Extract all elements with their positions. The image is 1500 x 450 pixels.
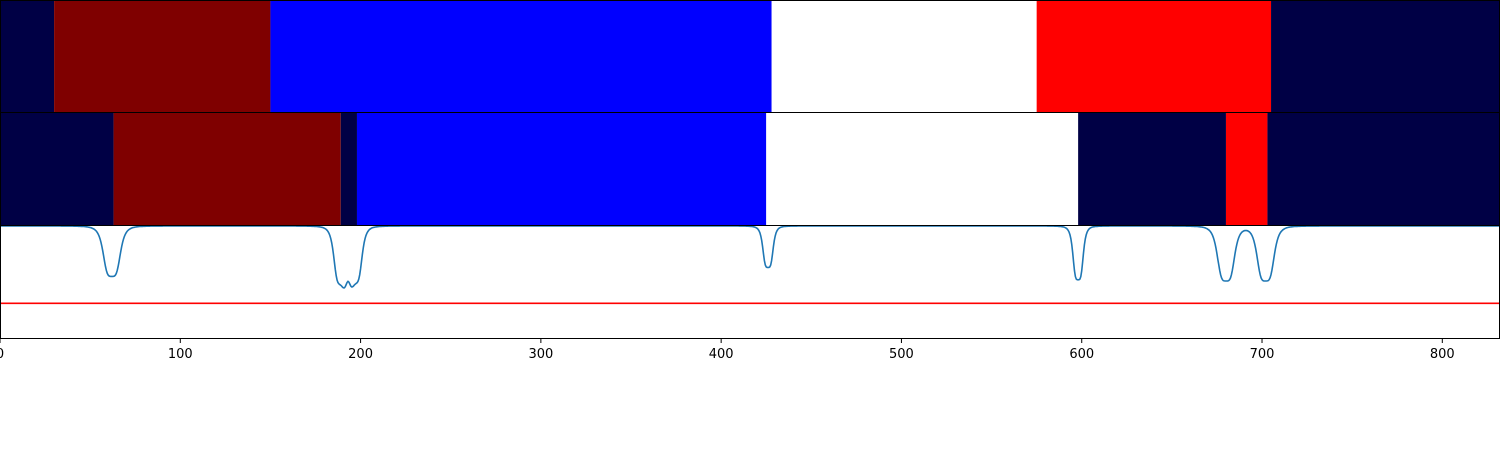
top-bar-segment-5	[1271, 0, 1500, 112]
top-bar-segment-1	[54, 0, 271, 112]
x-tick-label-300: 300	[528, 347, 553, 362]
x-tick-label-100: 100	[168, 347, 193, 362]
x-tick-label-800: 800	[1430, 347, 1455, 362]
top-bar-segment-0	[0, 0, 55, 112]
middle-bar-segment-6	[1225, 112, 1268, 225]
x-tick-label-200: 200	[348, 347, 373, 362]
segment-bar-top	[0, 0, 1500, 112]
top-bar-segment-4	[1036, 0, 1272, 112]
middle-bar-segment-3	[356, 112, 767, 225]
line-plot	[0, 225, 1500, 339]
top-bar-segment-3	[771, 0, 1037, 112]
x-tick-label-0: 0	[0, 347, 4, 362]
top-bar-segment-2	[270, 0, 772, 112]
x-tick-label-400: 400	[709, 347, 734, 362]
middle-bar-segment-0	[0, 112, 114, 225]
x-axis: 0 100 200 300 400 500 600 700 800	[0, 338, 1455, 362]
line-plot-background	[0, 225, 1500, 339]
middle-bar-segment-1	[113, 112, 341, 225]
x-tick-label-600: 600	[1069, 347, 1094, 362]
x-tick-label-500: 500	[889, 347, 914, 362]
x-tick-label-700: 700	[1250, 347, 1275, 362]
segment-bar-middle	[0, 112, 1500, 225]
middle-bar-segment-5	[1078, 112, 1226, 225]
middle-bar-segment-2	[340, 112, 357, 225]
middle-bar-segment-4	[766, 112, 1079, 225]
middle-bar-segment-7	[1267, 112, 1500, 225]
